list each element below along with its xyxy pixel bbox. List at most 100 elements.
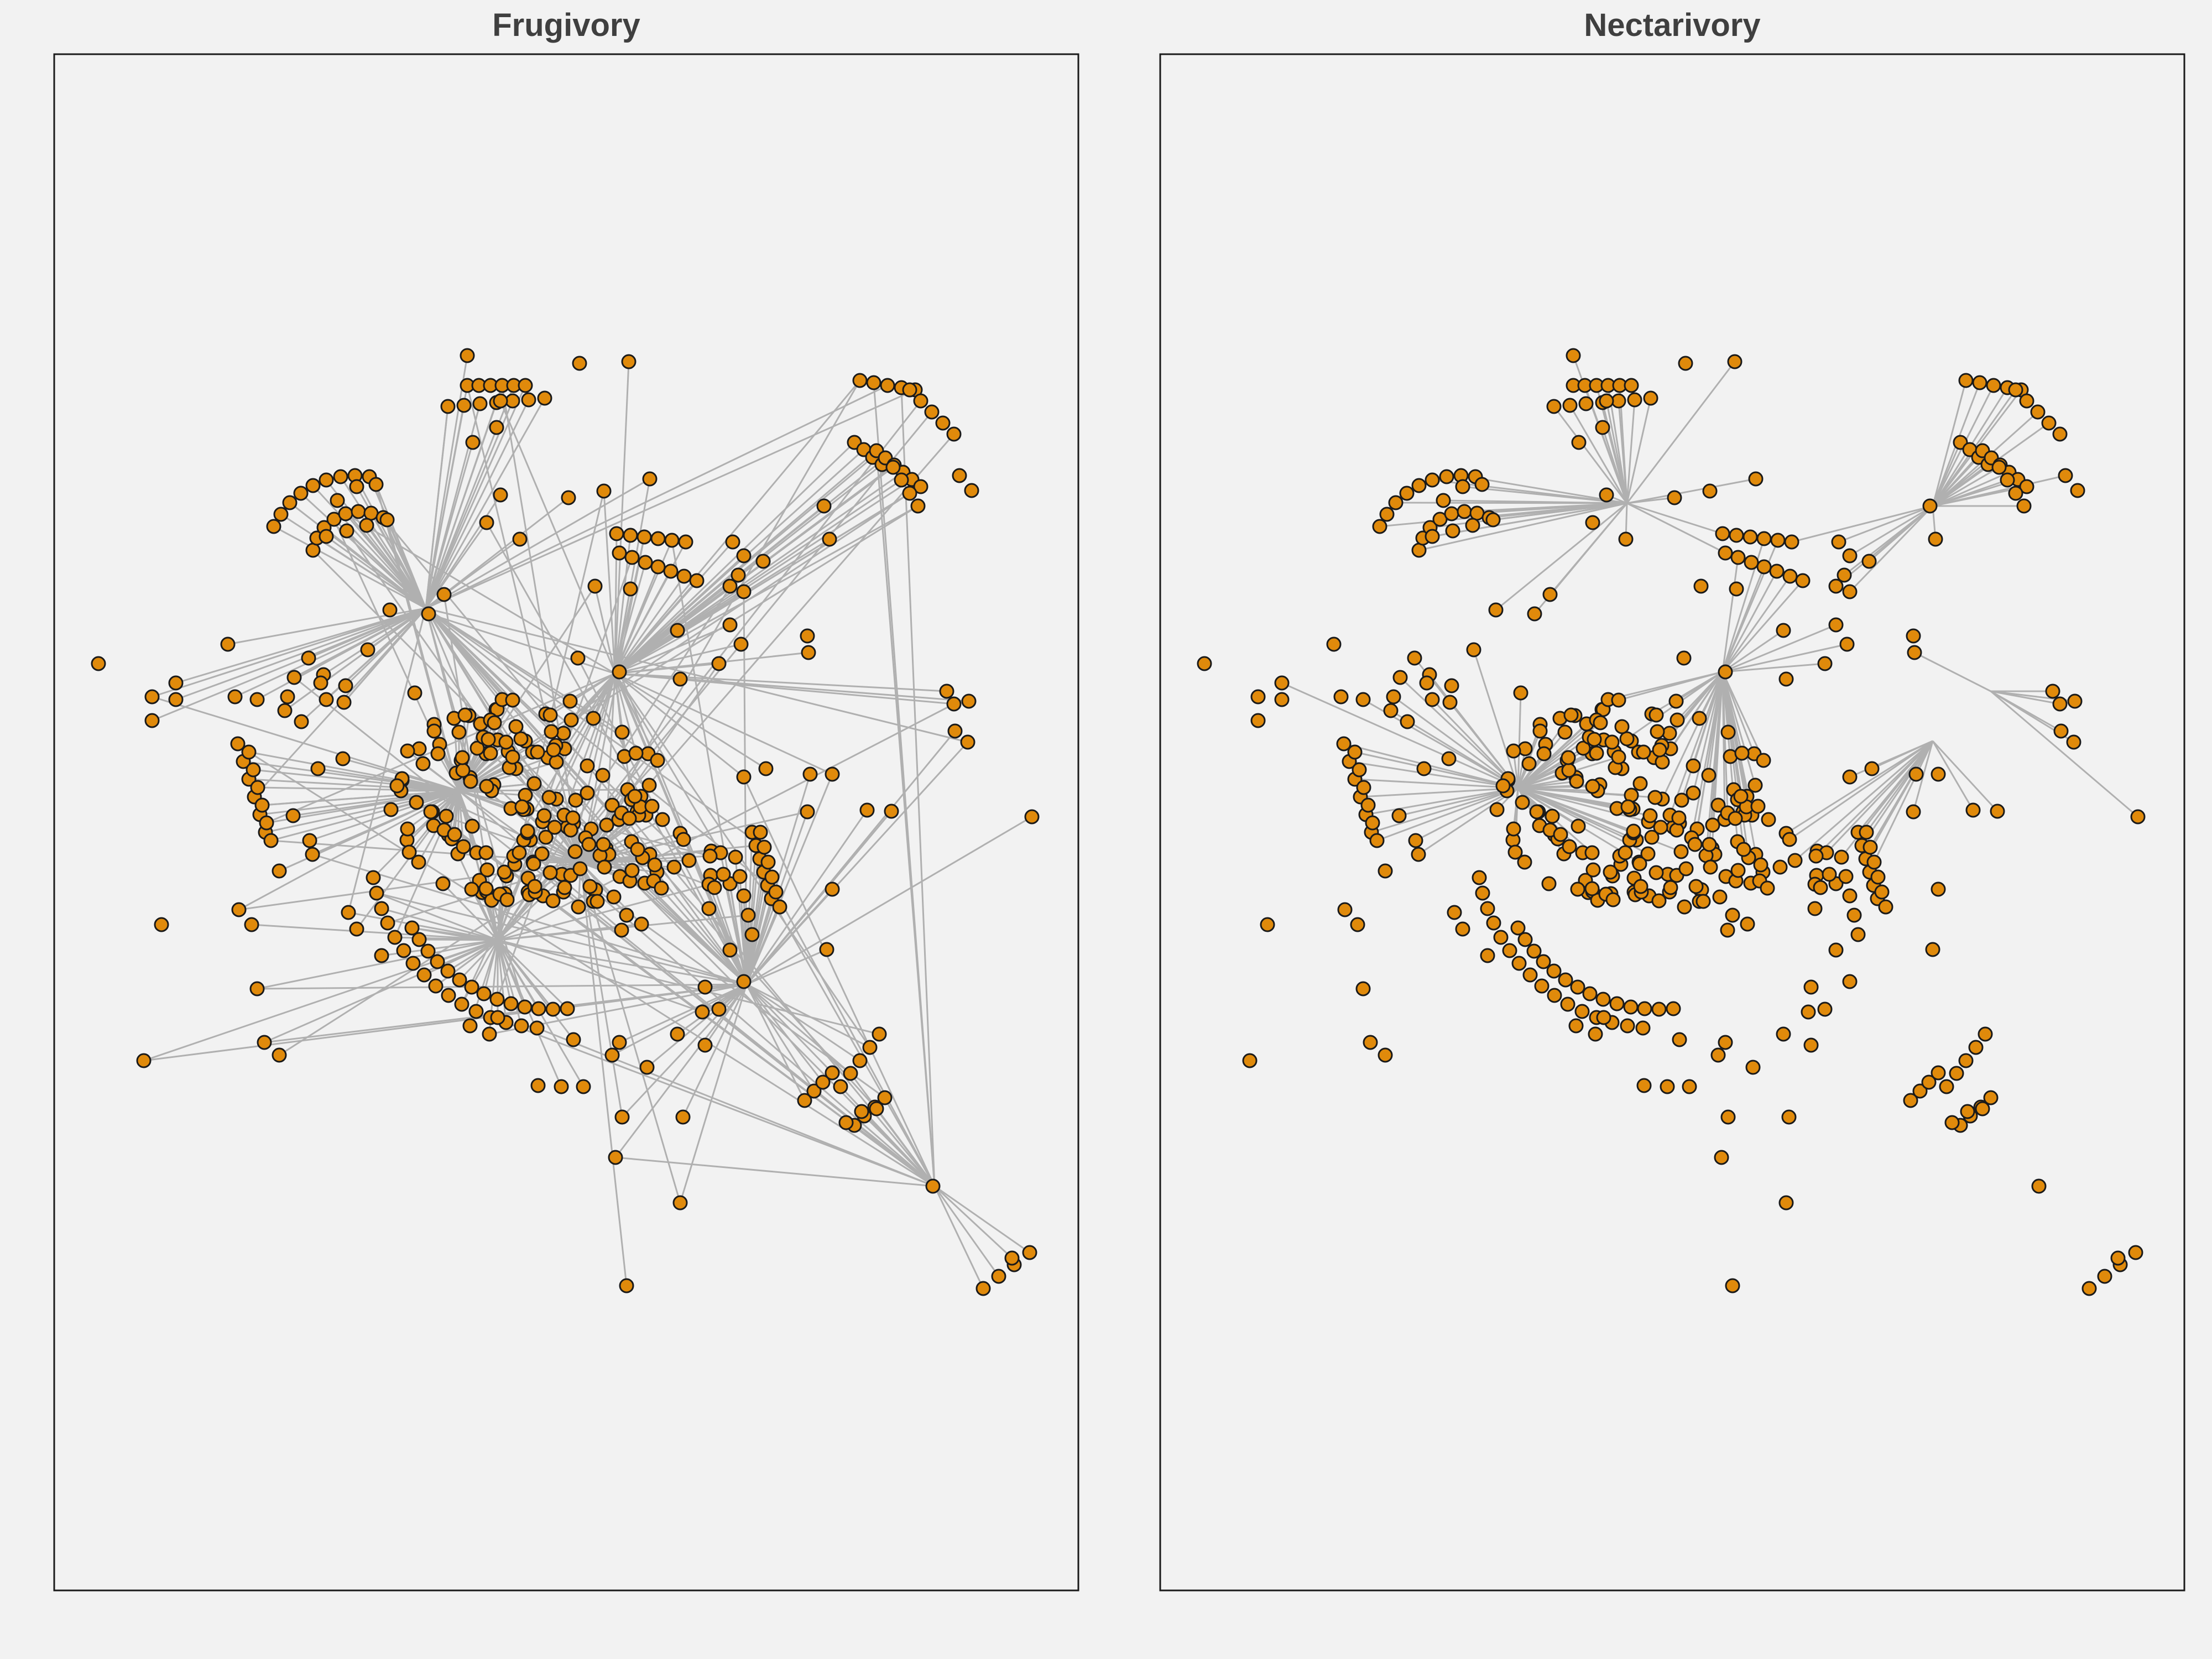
nectarivory-edge [1393, 696, 1519, 789]
frugivory-edge [376, 892, 498, 941]
frugivory-edge [743, 776, 936, 1187]
frugivory-node [612, 664, 627, 680]
frugivory-node [91, 656, 106, 671]
frugivory-node [520, 823, 535, 839]
frugivory-node [452, 972, 467, 988]
nectarivory-node [1472, 870, 1487, 885]
frugivory-edge [425, 442, 474, 609]
nectarivory-node [1874, 884, 1890, 900]
frugivory-node [589, 894, 605, 909]
nectarivory-edge [1517, 787, 1630, 841]
frugivory-node [544, 724, 559, 739]
nectarivory-node [1447, 905, 1462, 920]
nectarivory-edge [1681, 671, 1724, 801]
nectarivory-edge [1692, 671, 1724, 794]
frugivory-node [462, 1018, 478, 1034]
nectarivory-node [1922, 498, 1938, 514]
frugivory-edge [679, 984, 748, 1203]
frugivory-node [447, 827, 462, 842]
nectarivory-node [1595, 420, 1610, 435]
frugivory-node [556, 726, 571, 741]
frugivory-node [768, 884, 784, 900]
frugivory-node [991, 1269, 1006, 1284]
nectarivory-node [1747, 778, 1763, 793]
nectarivory-node [1703, 859, 1718, 875]
frugivory-node [597, 859, 612, 875]
frugivory-edge [770, 898, 936, 1187]
frugivory-node [349, 921, 364, 937]
frugivory-edge [425, 522, 488, 609]
nectarivory-node [1740, 916, 1755, 932]
frugivory-node [624, 863, 640, 878]
nectarivory-node [1842, 584, 1858, 599]
frugivory-node [423, 804, 439, 820]
nectarivory-node [1584, 845, 1600, 860]
nectarivory-node [1568, 1018, 1584, 1034]
frugivory-edge [746, 983, 860, 1062]
nectarivory-edge [1443, 499, 1627, 504]
frugivory-node [716, 867, 731, 882]
nectarivory-node [1603, 864, 1618, 880]
nectarivory-edge [1791, 505, 1933, 543]
frugivory-edge [722, 874, 748, 985]
nectarivory-node [1425, 692, 1440, 707]
frugivory-node [663, 564, 679, 579]
nectarivory-node [2052, 696, 2068, 712]
nectarivory-edge [1371, 787, 1519, 833]
nectarivory-node [2052, 426, 2068, 442]
frugivory-edge [175, 607, 426, 701]
frugivory-edge [175, 607, 426, 684]
nectarivory-node [1363, 1035, 1378, 1050]
frugivory-edge [745, 731, 956, 985]
nectarivory-node [1960, 1104, 1975, 1119]
nectarivory-edge [1840, 740, 1934, 858]
nectarivory-node [1931, 1065, 1946, 1081]
nectarivory-node [1569, 774, 1584, 789]
nectarivory-node [1734, 745, 1750, 761]
nectarivory-node [1587, 732, 1602, 747]
nectarivory-node [2097, 1269, 2112, 1284]
nectarivory-edge [1569, 405, 1628, 504]
nectarivory-node [1416, 761, 1432, 776]
nectarivory-node [1718, 664, 1733, 680]
nectarivory-edge [1694, 671, 1724, 845]
frugivory-node [676, 568, 692, 584]
frugivory-edge [234, 607, 426, 698]
nectarivory-edge [1281, 682, 1519, 789]
nectarivory-node [1627, 392, 1642, 408]
frugivory-node [305, 542, 321, 558]
frugivory-edge [564, 673, 616, 749]
frugivory-node [816, 498, 832, 514]
nectarivory-node [2053, 723, 2069, 739]
frugivory-node [736, 888, 752, 904]
frugivory-node [568, 792, 583, 808]
nectarivory-node [1633, 879, 1648, 894]
frugivory-node [436, 587, 452, 602]
frugivory-node [454, 997, 469, 1012]
nectarivory-node [1486, 915, 1501, 931]
nectarivory-node [1838, 869, 1854, 884]
nectarivory-node [1636, 744, 1651, 760]
frugivory-node [902, 486, 917, 501]
nectarivory-edge [1495, 502, 1627, 611]
nectarivory-node [1671, 810, 1687, 826]
nectarivory-node [1506, 821, 1521, 837]
frugivory-edge [580, 811, 808, 864]
frugivory-edge [536, 1027, 935, 1187]
frugivory-edge [447, 939, 498, 972]
frugivory-node [711, 656, 727, 671]
frugivory-node [595, 768, 611, 783]
nectarivory-node [1197, 656, 1212, 671]
nectarivory-node [1561, 763, 1577, 778]
frugivory-node [400, 821, 415, 837]
frugivory-node [697, 1037, 713, 1053]
nectarivory-node [1391, 808, 1407, 823]
nectarivory-node [1828, 578, 1844, 594]
frugivory-edge [934, 1185, 1030, 1254]
nectarivory-node [1828, 942, 1844, 958]
frugivory-node [961, 693, 977, 709]
frugivory-node [862, 1040, 878, 1055]
frugivory-edge [614, 541, 734, 675]
frugivory-edge [323, 607, 426, 676]
frugivory-node [655, 812, 670, 827]
